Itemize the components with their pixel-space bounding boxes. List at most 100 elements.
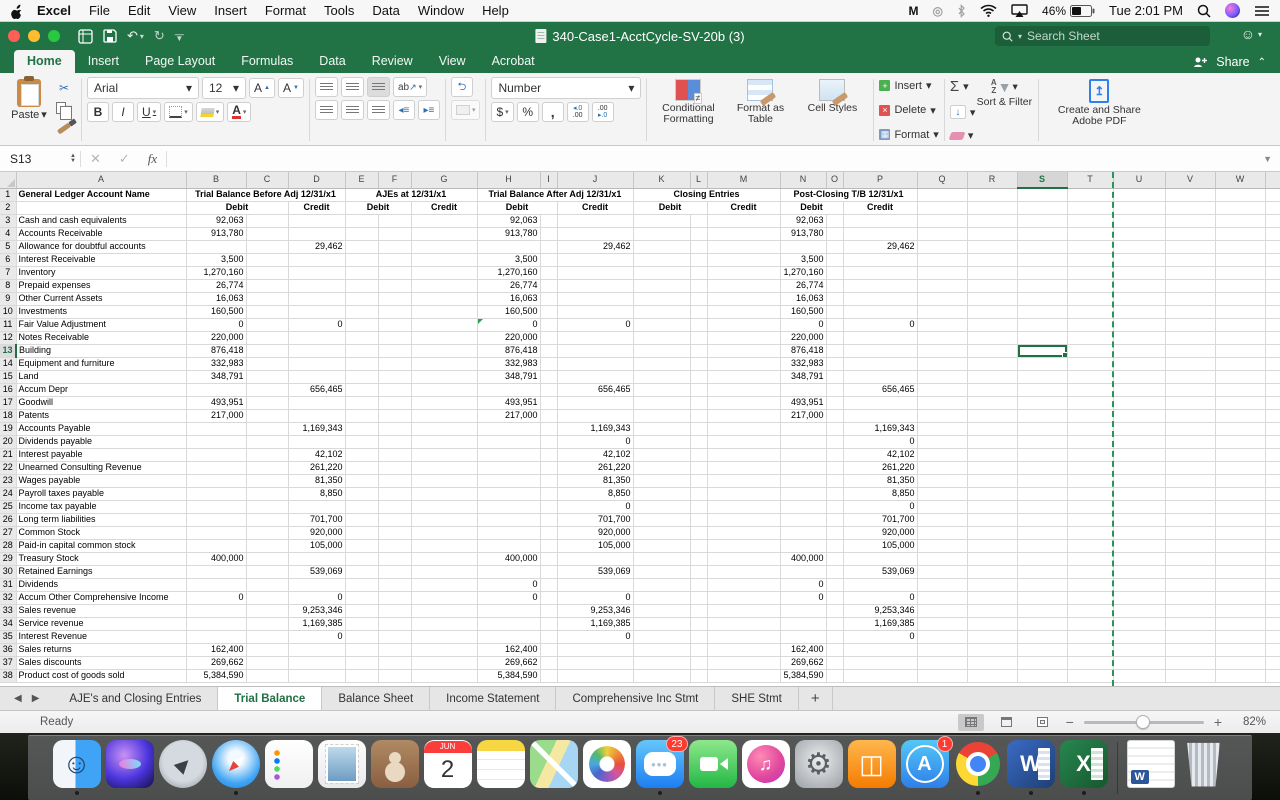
cell[interactable] — [1017, 357, 1068, 371]
cell[interactable] — [967, 305, 1018, 319]
tb-after-debit-cell[interactable] — [476, 500, 541, 514]
post-closing-debit-cell[interactable]: 332,983 — [779, 357, 827, 371]
aje-credit-cell[interactable] — [411, 279, 478, 293]
aje-debit-cell[interactable] — [344, 305, 379, 319]
tb-after-credit-cell[interactable]: 1,169,343 — [557, 422, 634, 436]
tb-before-credit-cell[interactable]: 42,102 — [288, 448, 346, 462]
post-closing-credit-cell[interactable]: 1,169,343 — [843, 422, 918, 436]
closing-credit-cell[interactable] — [707, 409, 781, 423]
cell[interactable] — [540, 448, 558, 462]
cell[interactable] — [378, 370, 412, 384]
tb-after-credit-cell[interactable]: 656,465 — [557, 383, 634, 397]
delete-cells-button[interactable]: × Delete ▾ — [879, 104, 938, 117]
closing-debit-cell[interactable] — [632, 656, 691, 670]
header-debit[interactable]: Debit — [185, 201, 289, 215]
closing-credit-cell[interactable] — [707, 539, 781, 553]
tb-after-debit-cell[interactable]: 16,063 — [476, 292, 541, 306]
cell[interactable] — [1265, 305, 1280, 319]
cell[interactable] — [917, 331, 968, 345]
cell[interactable] — [540, 214, 558, 228]
aje-credit-cell[interactable] — [411, 526, 478, 540]
cell[interactable] — [690, 604, 708, 618]
cell[interactable] — [690, 474, 708, 488]
aje-credit-cell[interactable] — [411, 448, 478, 462]
cell[interactable] — [690, 318, 708, 332]
cell[interactable] — [1017, 227, 1068, 241]
column-header-F[interactable]: F — [378, 172, 412, 189]
cell[interactable] — [690, 617, 708, 631]
closing-credit-cell[interactable] — [707, 227, 781, 241]
cell[interactable] — [1165, 474, 1216, 488]
aje-credit-cell[interactable] — [411, 461, 478, 475]
tb-before-debit-cell[interactable]: 217,000 — [185, 409, 247, 423]
cell[interactable] — [967, 669, 1018, 683]
aje-debit-cell[interactable] — [344, 422, 379, 436]
cell[interactable] — [246, 214, 289, 228]
row-header[interactable]: 2 — [0, 201, 17, 215]
cell[interactable] — [1017, 214, 1068, 228]
account-cell[interactable]: Inventory — [15, 266, 187, 280]
column-header-G[interactable]: G — [411, 172, 478, 189]
autosum-button[interactable]: Σ ▾ — [949, 78, 969, 95]
close-window-button[interactable] — [8, 30, 20, 42]
post-closing-credit-cell[interactable]: 0 — [843, 435, 918, 449]
closing-credit-cell[interactable] — [707, 331, 781, 345]
cell[interactable] — [1215, 370, 1266, 384]
cell[interactable] — [1113, 526, 1166, 540]
post-closing-debit-cell[interactable]: 3,500 — [779, 253, 827, 267]
dock-item-facetime[interactable] — [688, 740, 737, 795]
cell[interactable] — [378, 656, 412, 670]
cell[interactable] — [826, 292, 844, 306]
customize-toolbar-icon[interactable]: — ▼ — [174, 28, 184, 43]
column-header-T[interactable]: T — [1067, 172, 1114, 189]
dock-item-photos[interactable] — [582, 740, 631, 795]
row-header[interactable]: 22 — [0, 461, 17, 475]
tb-before-debit-cell[interactable]: 220,000 — [185, 331, 247, 345]
closing-credit-cell[interactable] — [707, 396, 781, 410]
tb-after-debit-cell[interactable] — [476, 513, 541, 527]
cell[interactable] — [1113, 474, 1166, 488]
account-cell[interactable]: Fair Value Adjustment — [15, 318, 187, 332]
tb-before-debit-cell[interactable] — [185, 461, 247, 475]
post-closing-credit-cell[interactable] — [843, 409, 918, 423]
sheet-tab-trial-balance[interactable]: Trial Balance — [218, 687, 323, 710]
account-cell[interactable]: Payroll taxes payable — [15, 487, 187, 501]
text-orientation-button[interactable]: ab▾ — [392, 77, 428, 97]
next-sheet-arrow[interactable]: ▶ — [31, 693, 40, 704]
post-closing-credit-cell[interactable]: 8,850 — [843, 487, 918, 501]
cell[interactable] — [1017, 396, 1068, 410]
tb-after-debit-cell[interactable]: 0 — [476, 578, 541, 592]
post-closing-credit-cell[interactable] — [843, 227, 918, 241]
cell[interactable] — [378, 409, 412, 423]
cell[interactable] — [1067, 214, 1114, 228]
column-header-I[interactable]: I — [540, 172, 558, 189]
cell[interactable] — [826, 617, 844, 631]
cell[interactable] — [967, 370, 1018, 384]
insert-cells-button[interactable]: + Insert ▾ — [879, 79, 938, 92]
zoom-window-button[interactable] — [48, 30, 60, 42]
cell[interactable] — [540, 617, 558, 631]
cell[interactable] — [378, 500, 412, 514]
cell[interactable] — [917, 617, 968, 631]
cell[interactable] — [1165, 214, 1216, 228]
row-header[interactable]: 28 — [0, 539, 17, 553]
cell[interactable] — [1265, 669, 1280, 683]
row-header[interactable]: 25 — [0, 500, 17, 514]
new-workbook-button[interactable] — [78, 28, 93, 44]
row-header[interactable]: 16 — [0, 383, 17, 397]
cell[interactable] — [1067, 318, 1114, 332]
account-cell[interactable]: Retained Earnings — [15, 565, 187, 579]
tb-before-debit-cell[interactable]: 269,662 — [185, 656, 247, 670]
cell[interactable] — [246, 344, 289, 358]
cell[interactable] — [690, 591, 708, 605]
column-header-M[interactable]: M — [707, 172, 781, 189]
cell[interactable] — [1215, 552, 1266, 566]
cell[interactable] — [1215, 344, 1266, 358]
cell[interactable] — [967, 565, 1018, 579]
aje-credit-cell[interactable] — [411, 227, 478, 241]
aje-debit-cell[interactable] — [344, 487, 379, 501]
cell[interactable] — [246, 292, 289, 306]
post-closing-debit-cell[interactable]: 162,400 — [779, 643, 827, 657]
cell[interactable] — [378, 240, 412, 254]
header-group[interactable]: Trial Balance Before Adj 12/31/x1 — [185, 187, 346, 202]
